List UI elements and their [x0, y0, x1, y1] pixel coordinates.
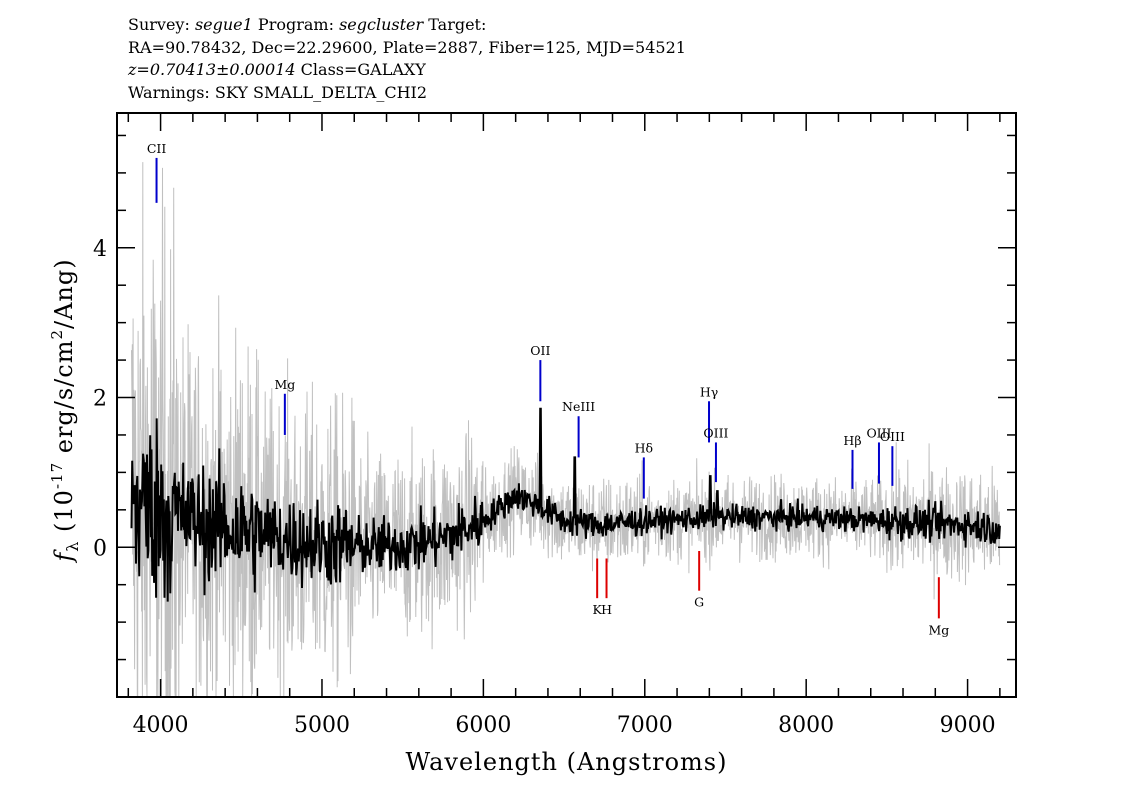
y-axis-title: fλ (10-17 erg/s/cm2/Ang)	[48, 258, 82, 563]
emission-label-mg: Mg	[274, 377, 295, 392]
y-title-main: (10	[50, 489, 78, 541]
y-tick-label: 4	[93, 237, 107, 262]
header-line-survey: Survey: segue1 Program: segcluster Targe…	[128, 14, 686, 37]
y-title-f: f	[50, 549, 78, 564]
emission-label-h: Hδ	[635, 440, 653, 455]
spectrum-header: Survey: segue1 Program: segcluster Targe…	[128, 14, 686, 104]
flux-series	[130, 407, 1001, 602]
emission-label-h: Hβ	[843, 433, 861, 448]
emission-label-oii: OII	[530, 343, 550, 358]
absorption-label-k: K	[592, 602, 602, 617]
y-title-exp2: 2	[48, 329, 66, 340]
program-value: segcluster	[339, 15, 424, 34]
y-title-sub: λ	[63, 541, 82, 552]
y-tick-label: 2	[93, 387, 107, 412]
emission-label-neiii: NeIII	[562, 399, 595, 414]
flux-trace	[130, 407, 1001, 602]
x-axis-title: Wavelength (Angstroms)	[406, 748, 728, 776]
x-tick-label: 9000	[940, 713, 996, 738]
axis-ticks: 4000 5000 6000 7000 8000 9000 0 2 4	[93, 113, 1016, 738]
header-line-warnings: Warnings: SKY SMALL_DELTA_CHI2	[128, 82, 428, 102]
emission-label-h: Hγ	[700, 384, 718, 399]
x-tick-label: 5000	[294, 713, 350, 738]
emission-label-oiii: OIII	[880, 429, 905, 444]
absorption-label-mg: Mg	[928, 622, 949, 637]
program-label: Program:	[257, 15, 334, 34]
emission-label-cii: CII	[147, 141, 167, 156]
x-tick-label: 8000	[778, 713, 834, 738]
survey-label: Survey:	[128, 15, 190, 34]
header-line-redshift: z=0.70413±0.00014 Class=GALAXY	[128, 59, 686, 82]
survey-value: segue1	[194, 15, 253, 34]
emission-label-oiii: OIII	[703, 425, 728, 440]
target-label: Target:	[428, 15, 487, 34]
plot-frame	[116, 112, 1017, 698]
x-tick-label: 6000	[455, 713, 511, 738]
class-value: Class=GALAXY	[300, 60, 426, 79]
redshift-value: z=0.70413±0.00014	[128, 60, 296, 79]
y-tick-label: 0	[93, 536, 107, 561]
x-tick-label: 7000	[617, 713, 673, 738]
absorption-label-h: H	[601, 602, 612, 617]
x-tick-label: 4000	[133, 713, 189, 738]
absorption-label-g: G	[694, 595, 704, 610]
emission-label-oiii: OIII	[866, 425, 891, 440]
y-title-exp: -17	[48, 462, 66, 489]
y-title-end: /Ang)	[50, 258, 78, 329]
y-title-mid: erg/s/cm	[50, 340, 78, 462]
header-line-coordinates: RA=90.78432, Dec=22.29600, Plate=2887, F…	[128, 37, 686, 57]
